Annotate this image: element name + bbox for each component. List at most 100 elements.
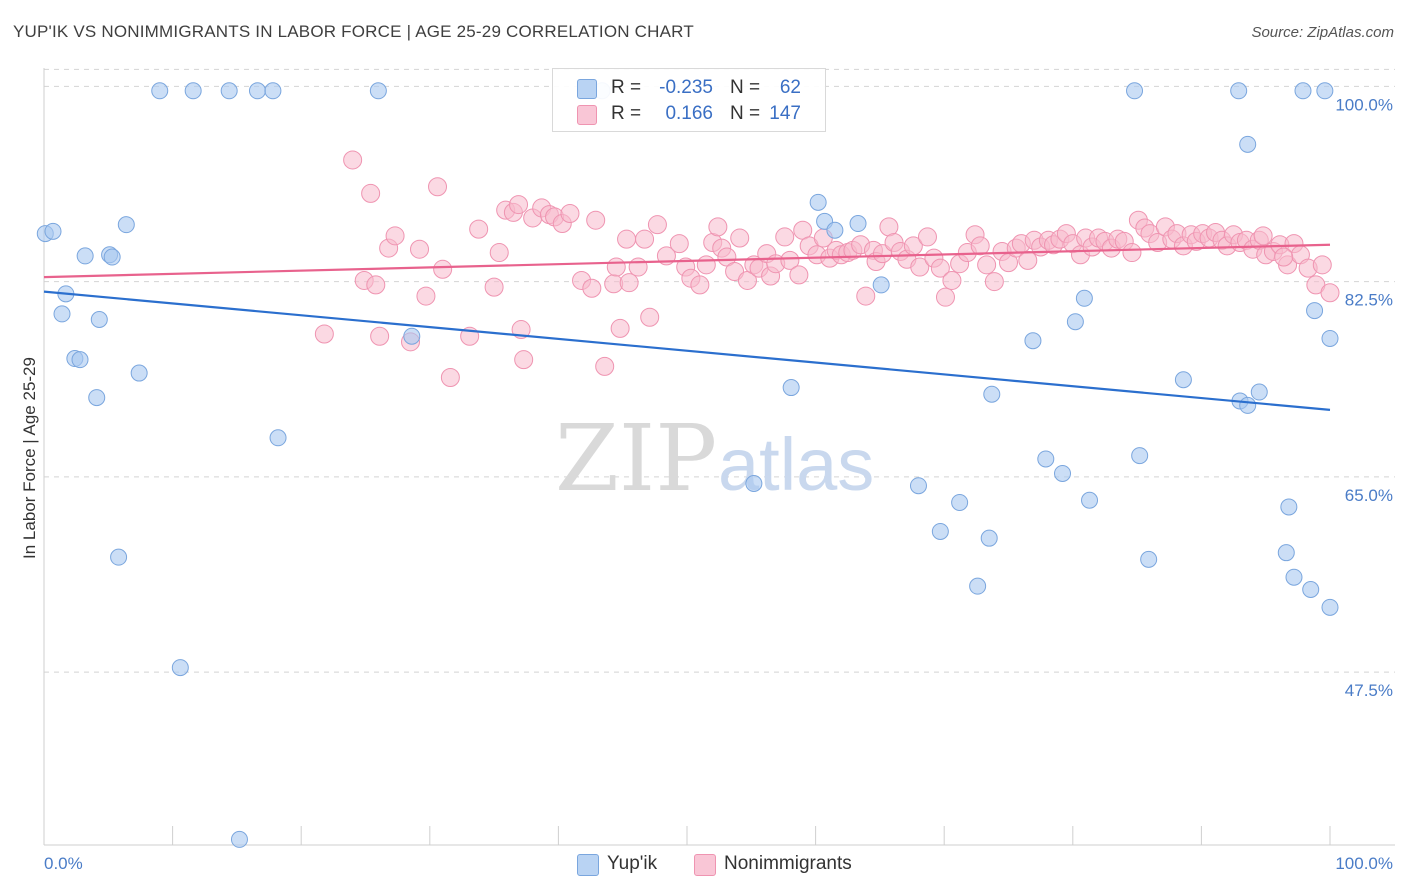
yupik-point bbox=[403, 327, 421, 345]
nonimmigrants-point bbox=[856, 286, 876, 306]
nonimmigrants-point bbox=[440, 368, 460, 388]
nonimmigrants-point bbox=[942, 270, 962, 290]
nonimmigrants-point bbox=[619, 273, 639, 293]
r-label: R = bbox=[611, 103, 642, 124]
yupik-point bbox=[1131, 447, 1149, 465]
nonimmigrants-point bbox=[385, 226, 405, 246]
yupik-point bbox=[130, 364, 148, 382]
nonimmigrants-point bbox=[780, 250, 800, 270]
nonimmigrants-point bbox=[690, 275, 710, 295]
yupik-point bbox=[369, 82, 387, 100]
nonimmigrants-point bbox=[1320, 283, 1340, 303]
nonimmigrants-point bbox=[343, 150, 363, 170]
yupik-point bbox=[872, 276, 890, 294]
yupik-point bbox=[1294, 82, 1312, 100]
y-axis-label: In Labor Force | Age 25-29 bbox=[20, 357, 39, 559]
yupik-point bbox=[1250, 383, 1268, 401]
chart-title: YUP'IK VS NONIMMIGRANTS IN LABOR FORCE |… bbox=[13, 22, 694, 41]
yupik-point bbox=[90, 310, 108, 328]
nonimmigrants-point bbox=[484, 277, 504, 297]
yupik-point bbox=[220, 82, 238, 100]
watermark-atlas: atlas bbox=[718, 423, 874, 506]
yupik-point bbox=[103, 248, 121, 266]
nonimmigrants-trend-line bbox=[43, 243, 1331, 279]
yupik-point bbox=[1081, 491, 1099, 509]
yupik-point bbox=[88, 389, 106, 407]
stats-box: R = -0.235 N = 62 R = 0.166 N = 147 bbox=[552, 68, 826, 132]
yupik-point bbox=[1174, 371, 1192, 389]
yupik-point bbox=[269, 429, 287, 447]
r-value: 0.166 bbox=[665, 103, 713, 124]
yupik-point bbox=[1037, 450, 1055, 468]
nonimmigrants-point bbox=[361, 183, 381, 203]
r-label: R = bbox=[611, 77, 642, 98]
yupik-point bbox=[745, 475, 763, 493]
yupik-point bbox=[1066, 313, 1084, 331]
yupik-point bbox=[71, 351, 89, 369]
nonimmigrants-point bbox=[586, 210, 606, 230]
yupik-point bbox=[951, 493, 969, 511]
y-tick-label: 100.0% bbox=[1335, 95, 1393, 114]
yupik-point bbox=[931, 522, 949, 540]
yupik-point bbox=[44, 222, 62, 240]
legend-label: Nonimmigrants bbox=[724, 853, 852, 874]
y-tick-label: 82.5% bbox=[1345, 291, 1393, 310]
series-nonimmigrants-points bbox=[314, 150, 1340, 388]
nonimmigrants-point bbox=[489, 243, 509, 263]
nonimmigrants-point bbox=[428, 177, 448, 197]
yupik-point bbox=[909, 477, 927, 495]
nonimmigrants-point bbox=[935, 287, 955, 307]
yupik-point bbox=[1024, 332, 1042, 350]
nonimmigrants-point bbox=[640, 307, 660, 327]
nonimmigrants-point bbox=[1312, 255, 1332, 275]
watermark-zip: ZIP bbox=[555, 405, 717, 512]
yupik-point bbox=[826, 221, 844, 239]
y-tick-label: 65.0% bbox=[1345, 486, 1393, 505]
nonimmigrants-point bbox=[595, 356, 615, 376]
trend-lines bbox=[43, 243, 1331, 411]
yupik-point bbox=[1140, 550, 1158, 568]
nonimmigrants-point bbox=[910, 257, 930, 277]
yupik-point bbox=[151, 82, 169, 100]
nonimmigrants-point bbox=[730, 228, 750, 248]
yupik-point bbox=[117, 216, 135, 234]
yupik-point bbox=[184, 82, 202, 100]
legend-label: Yup'ik bbox=[607, 853, 658, 874]
tick-labels: 100.0% 82.5% 65.0% 47.5% 0.0% 100.0% bbox=[44, 95, 1393, 873]
nonimmigrants-point bbox=[984, 272, 1004, 292]
nonimmigrants-point bbox=[514, 350, 534, 370]
yupik-legend-swatch bbox=[577, 854, 599, 876]
y-tick-label: 47.5% bbox=[1345, 681, 1393, 700]
x-tick-label: 0.0% bbox=[44, 854, 83, 873]
nonimmigrants-point bbox=[617, 229, 637, 249]
yupik-point bbox=[1321, 598, 1339, 616]
yupik-point bbox=[1126, 82, 1144, 100]
nonimmigrants-point bbox=[977, 255, 997, 275]
nonimmigrants-point bbox=[775, 227, 795, 247]
nonimmigrants-point bbox=[647, 215, 667, 235]
yupik-point bbox=[1075, 289, 1093, 307]
r-value: -0.235 bbox=[659, 77, 713, 98]
nonimmigrants-point bbox=[628, 257, 648, 277]
nonimmigrants-point bbox=[410, 239, 430, 259]
yupik-point bbox=[1316, 82, 1334, 100]
yupik-swatch bbox=[577, 79, 597, 99]
nonimmigrants-point bbox=[560, 204, 580, 224]
yupik-point bbox=[1230, 82, 1248, 100]
yupik-point bbox=[782, 379, 800, 397]
axes bbox=[43, 68, 1395, 846]
yupik-point bbox=[1285, 568, 1303, 586]
nonimmigrants-point bbox=[930, 258, 950, 278]
x-tick-label: 100.0% bbox=[1335, 854, 1393, 873]
nonimmigrants-point bbox=[708, 217, 728, 237]
yupik-point bbox=[1306, 302, 1324, 320]
yupik-point bbox=[110, 548, 128, 566]
yupik-point bbox=[969, 577, 987, 595]
yupik-point bbox=[53, 305, 71, 323]
nonimmigrants-point bbox=[1253, 226, 1273, 246]
stats-row-nonimmigrants: R = 0.166 N = 147 bbox=[553, 101, 825, 129]
nonimmigrants-point bbox=[1122, 243, 1142, 263]
nonimmigrants-point bbox=[669, 234, 689, 254]
nonimmigrants-point bbox=[314, 324, 334, 344]
